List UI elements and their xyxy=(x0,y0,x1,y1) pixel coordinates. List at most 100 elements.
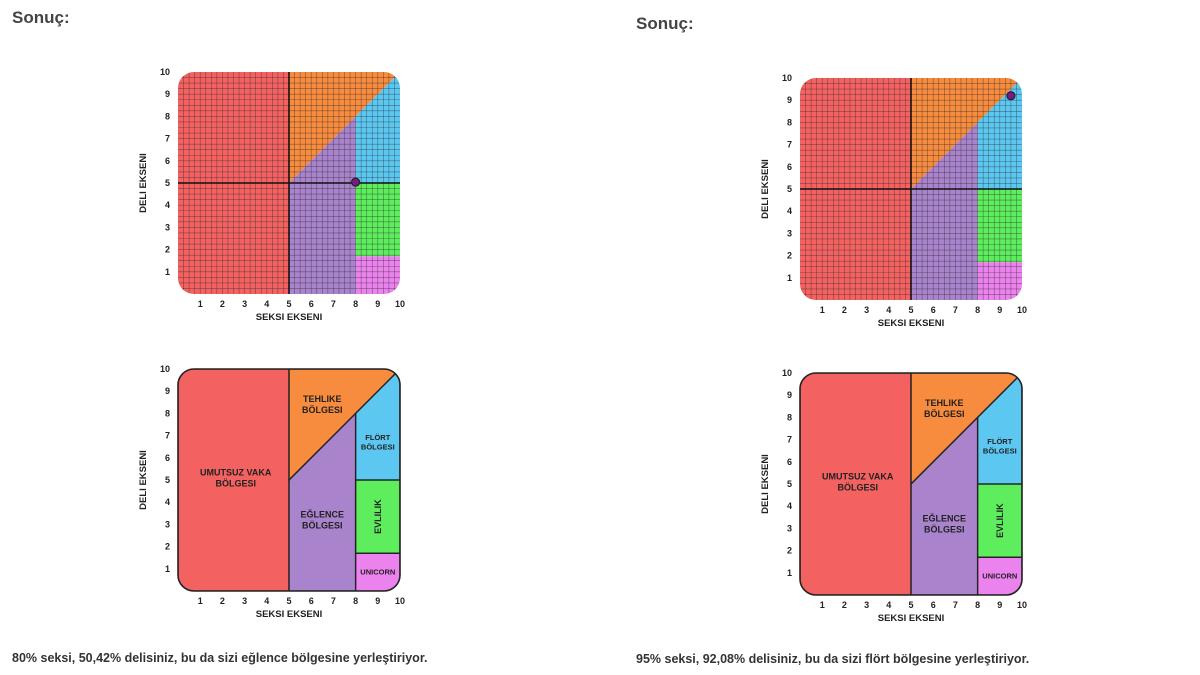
zone-evlilik xyxy=(977,484,1022,558)
zone-label-umutsuz: UMUTSUZ VAKA BÖLGESI xyxy=(822,471,894,492)
x-tick-label: 10 xyxy=(1017,600,1027,610)
y-tick-label: 1 xyxy=(165,564,170,574)
x-tick-label: 8 xyxy=(353,299,358,309)
y-tick-label: 2 xyxy=(787,546,792,556)
result-panel-1: Sonuç: 1 2 3 4 5 6 7 8 9 10 1 2 3 4 5 6 7 8 9 10 SEKSI EKSEN… xyxy=(12,8,427,665)
zone-label-tehlike: TEHLIKE BÖLGESI xyxy=(302,394,343,415)
y-tick-label: 6 xyxy=(787,457,792,467)
y-axis-label: DELI EKSENI xyxy=(138,450,149,510)
result-heading: Sonuç: xyxy=(12,8,70,27)
zone-flort xyxy=(977,373,1022,484)
y-tick-label: 6 xyxy=(787,162,792,172)
y-axis-label: DELI EKSENI xyxy=(138,153,149,213)
result-point xyxy=(1006,91,1016,101)
x-tick-label: 7 xyxy=(953,305,958,315)
x-tick-label: 7 xyxy=(331,596,336,606)
zone-unicorn xyxy=(977,557,1022,595)
x-tick-label: 6 xyxy=(309,596,314,606)
zone-label-umutsuz: UMUTSUZ VAKA BÖLGESI xyxy=(200,467,272,488)
zone-label-evlilik: EVLILIK xyxy=(373,499,383,534)
y-tick-label: 7 xyxy=(165,431,170,441)
y-tick-label: 3 xyxy=(787,523,792,533)
zone-flort xyxy=(355,369,400,480)
x-tick-label: 10 xyxy=(1017,305,1027,315)
y-tick-label: 1 xyxy=(787,568,792,578)
x-tick-label: 1 xyxy=(820,305,825,315)
position-chart: 1 2 3 4 5 6 7 8 9 10 1 2 3 4 5 6 7 8 9 10 SEKSI EKSENI DELI E… xyxy=(760,73,1027,329)
y-tick-label: 7 xyxy=(787,140,792,150)
x-tick-label: 1 xyxy=(198,596,203,606)
x-tick-label: 2 xyxy=(220,596,225,606)
x-tick-label: 9 xyxy=(375,596,380,606)
y-tick-label: 10 xyxy=(160,364,170,374)
x-tick-label: 5 xyxy=(908,305,913,315)
zone-label-eglence: EĞLENCE BÖLGESI xyxy=(923,512,967,534)
x-tick-label: 5 xyxy=(908,600,913,610)
zone-unicorn xyxy=(355,553,400,591)
zone-label-eglence: EĞLENCE BÖLGESI xyxy=(301,508,345,530)
position-chart: 1 2 3 4 5 6 7 8 9 10 1 2 3 4 5 6 7 8 9 10 SEKSI EKSENI DELI E… xyxy=(138,67,405,323)
y-tick-label: 8 xyxy=(787,117,792,127)
y-axis-label: DELI EKSENI xyxy=(760,454,771,514)
x-axis-label: SEKSI EKSENI xyxy=(878,613,945,624)
chart-border xyxy=(177,368,401,592)
zone-label-unicorn: UNICORN xyxy=(360,568,395,577)
x-axis-label: SEKSI EKSENI xyxy=(256,609,323,620)
x-tick-label: 3 xyxy=(864,600,869,610)
y-tick-label: 1 xyxy=(165,267,170,277)
y-tick-label: 8 xyxy=(787,412,792,422)
zone-label-flort: FLÖRT BÖLGESI xyxy=(361,433,395,452)
y-tick-label: 9 xyxy=(165,89,170,99)
x-tick-label: 8 xyxy=(353,596,358,606)
result-text: 95% seksi, 92,08% delisiniz, bu da sizi … xyxy=(636,652,1030,666)
x-tick-label: 7 xyxy=(953,600,958,610)
result-point xyxy=(351,177,361,187)
y-tick-label: 3 xyxy=(787,228,792,238)
x-tick-label: 8 xyxy=(975,600,980,610)
x-tick-label: 9 xyxy=(997,305,1002,315)
x-axis-label: SEKSI EKSENI xyxy=(256,312,323,323)
y-tick-label: 7 xyxy=(787,435,792,445)
x-axis-label: SEKSI EKSENI xyxy=(878,318,945,329)
y-tick-label: 8 xyxy=(165,111,170,121)
y-tick-label: 9 xyxy=(165,386,170,396)
zone-umutsuz xyxy=(178,369,289,591)
y-tick-label: 4 xyxy=(787,206,792,216)
y-tick-label: 6 xyxy=(165,453,170,463)
y-tick-label: 3 xyxy=(165,519,170,529)
y-tick-label: 8 xyxy=(165,408,170,418)
y-axis-label: DELI EKSENI xyxy=(760,159,771,219)
x-tick-label: 4 xyxy=(886,600,891,610)
y-tick-label: 7 xyxy=(165,134,170,144)
zone-label-evlilik: EVLILIK xyxy=(995,503,1005,538)
y-tick-label: 3 xyxy=(165,222,170,232)
x-tick-label: 5 xyxy=(286,299,291,309)
zone-label-unicorn: UNICORN xyxy=(982,572,1017,581)
result-panel-2: Sonuç: 1 2 3 4 5 6 7 8 9 10 1 2 3 4 5 6 7 8 9 10 SEKSI EKSEN… xyxy=(624,0,1200,675)
x-tick-label: 2 xyxy=(842,305,847,315)
x-tick-label: 3 xyxy=(864,305,869,315)
y-tick-label: 9 xyxy=(787,390,792,400)
x-tick-label: 10 xyxy=(395,299,405,309)
y-tick-label: 6 xyxy=(165,156,170,166)
y-tick-label: 4 xyxy=(787,501,792,511)
x-tick-label: 6 xyxy=(931,600,936,610)
x-tick-label: 3 xyxy=(242,299,247,309)
y-tick-label: 2 xyxy=(165,542,170,552)
y-tick-label: 5 xyxy=(165,178,170,188)
x-tick-label: 9 xyxy=(375,299,380,309)
zone-umutsuz xyxy=(800,373,911,595)
x-tick-label: 3 xyxy=(242,596,247,606)
y-tick-label: 2 xyxy=(787,251,792,261)
result-heading: Sonuç: xyxy=(636,14,694,33)
x-tick-label: 4 xyxy=(264,299,269,309)
zone-label-flort: FLÖRT BÖLGESI xyxy=(983,437,1017,456)
zone-evlilik xyxy=(355,480,400,554)
x-tick-label: 4 xyxy=(886,305,891,315)
x-tick-label: 8 xyxy=(975,305,980,315)
zone-chart: 1 2 3 4 5 6 7 8 9 10 1 2 3 4 5 6 7 8 9 10 SEKSI EKSENI DELI E… xyxy=(138,364,405,620)
y-tick-label: 10 xyxy=(782,368,792,378)
y-tick-label: 5 xyxy=(165,475,170,485)
zone-label-tehlike: TEHLIKE BÖLGESI xyxy=(924,398,965,419)
x-tick-label: 9 xyxy=(997,600,1002,610)
